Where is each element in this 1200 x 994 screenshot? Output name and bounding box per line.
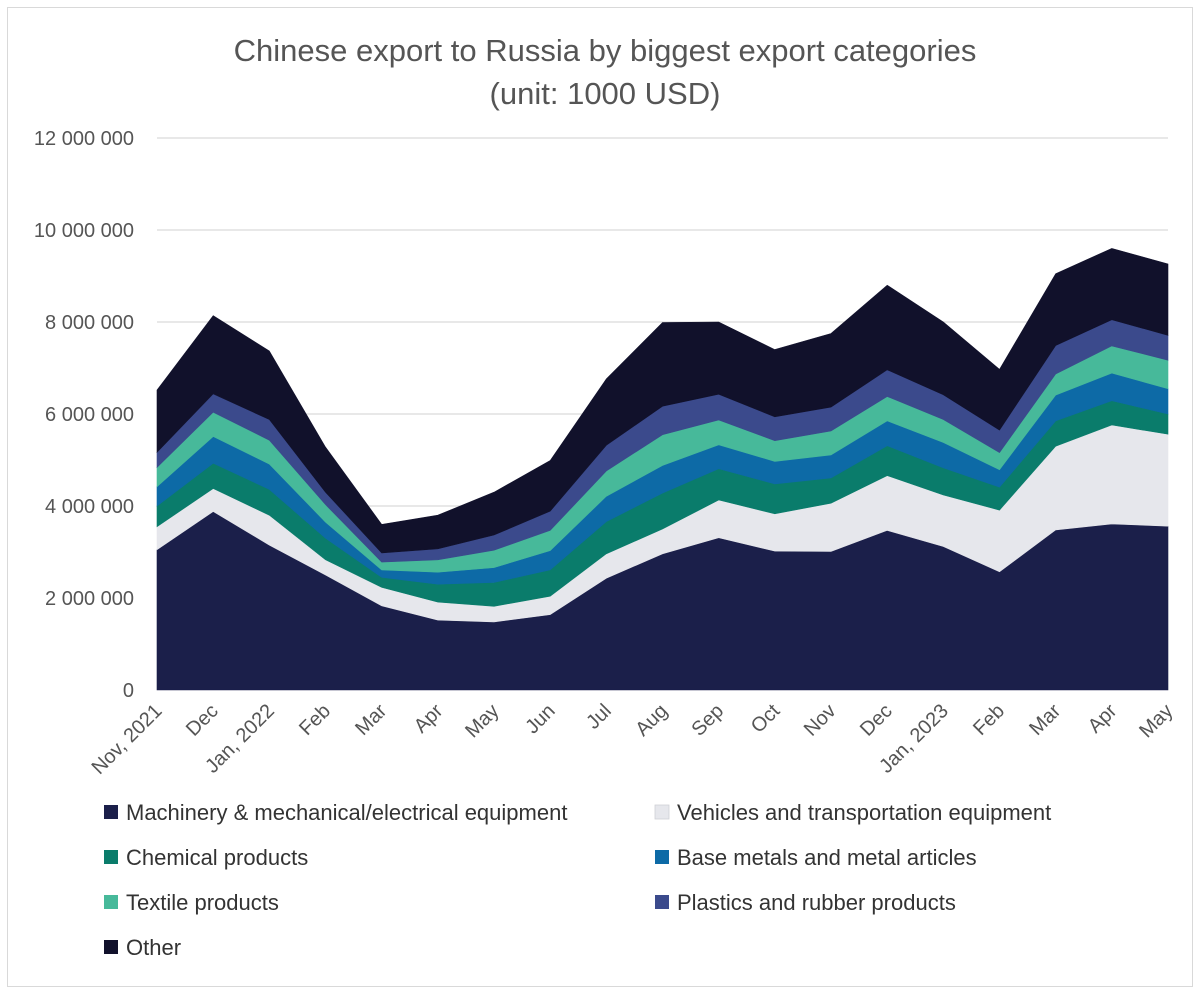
x-tick-label: Oct: [747, 700, 785, 738]
area-series: [156, 248, 1169, 691]
legend-label: Textile products: [126, 890, 279, 915]
x-tick-label: Jul: [582, 700, 616, 734]
x-tick-label: Jun: [521, 700, 559, 738]
legend-swatch: [655, 850, 669, 864]
y-tick-label: 4 000 000: [45, 496, 134, 518]
y-tick-label: 0: [123, 680, 134, 702]
legend: Machinery & mechanical/electrical equipm…: [104, 800, 1051, 960]
legend-label: Other: [126, 935, 181, 960]
x-tick-label: Sep: [687, 700, 728, 741]
y-tick-label: 6 000 000: [45, 404, 134, 426]
y-axis: 0 2 000 000 4 000 000 6 000 000 8 000 000 10 …: [34, 128, 134, 702]
y-tick-label: 10 000 000: [34, 220, 134, 242]
chart-subtitle: (unit: 1000 USD): [490, 76, 721, 111]
legend-swatch: [104, 940, 118, 954]
x-tick-label: Aug: [631, 700, 672, 741]
x-tick-label: Apr: [410, 700, 448, 738]
x-tick-label: Dec: [856, 700, 897, 741]
legend-label: Vehicles and transportation equipment: [677, 800, 1051, 825]
x-tick-label: Dec: [182, 700, 223, 741]
x-tick-label: May: [461, 700, 503, 742]
legend-label: Base metals and metal articles: [677, 845, 977, 870]
x-tick-label: Nov, 2021: [88, 700, 167, 779]
x-tick-label: Feb: [295, 700, 335, 740]
x-tick-label: May: [1135, 700, 1177, 742]
y-tick-label: 2 000 000: [45, 588, 134, 610]
x-tick-label: Feb: [969, 700, 1009, 740]
y-tick-label: 8 000 000: [45, 312, 134, 334]
area-other: [156, 248, 1169, 554]
legend-swatch: [654, 804, 670, 820]
legend-label: Plastics and rubber products: [677, 890, 956, 915]
legend-swatch: [104, 895, 118, 909]
legend-label: Machinery & mechanical/electrical equipm…: [126, 800, 567, 825]
x-tick-label: Mar: [1025, 700, 1065, 740]
legend-label: Chemical products: [126, 845, 308, 870]
x-tick-label: Apr: [1084, 700, 1122, 738]
x-tick-label: Nov: [800, 700, 841, 741]
y-tick-label: 12 000 000: [34, 128, 134, 150]
x-tick-label: Mar: [351, 700, 391, 740]
legend-swatch: [104, 805, 118, 819]
legend-swatch: [104, 850, 118, 864]
legend-swatch: [655, 895, 669, 909]
chart-title: Chinese export to Russia by biggest expo…: [234, 33, 977, 68]
